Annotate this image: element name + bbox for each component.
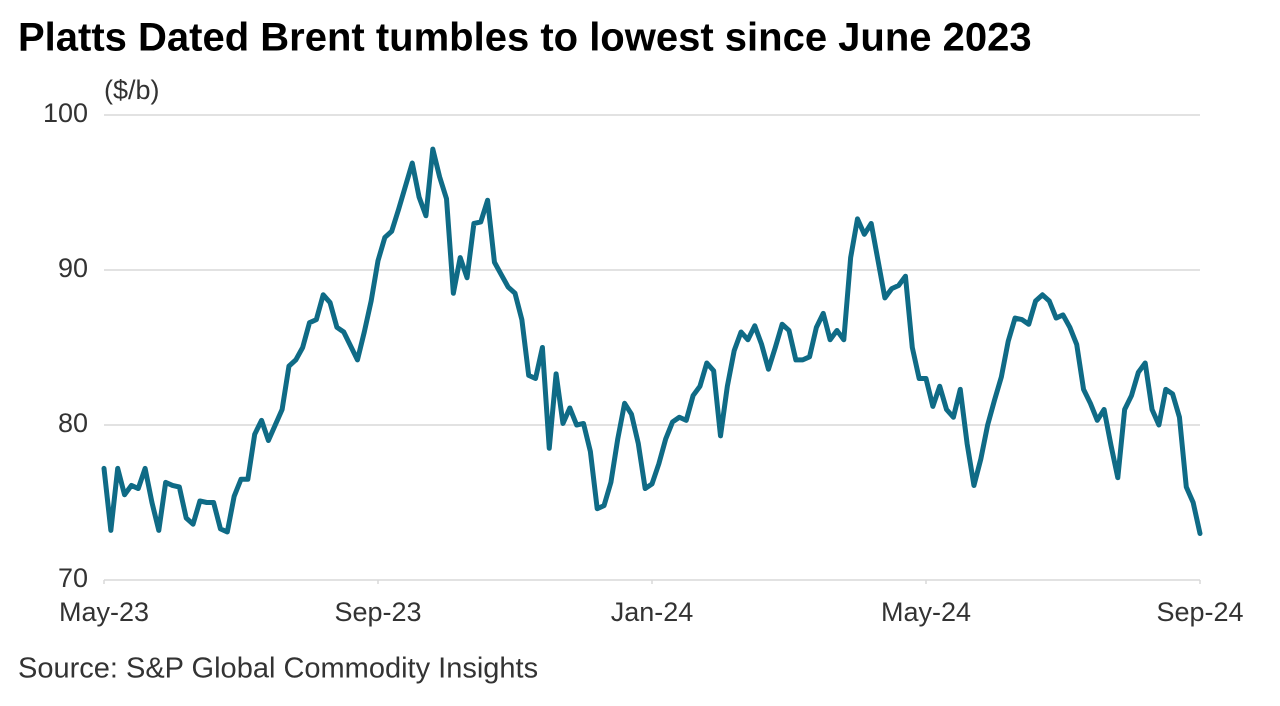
- chart-title: Platts Dated Brent tumbles to lowest sin…: [18, 16, 1032, 60]
- source: Source: S&P Global Commodity Insights: [18, 653, 538, 685]
- line: [101, 146, 1203, 536]
- y-tick-label: 80: [58, 408, 88, 438]
- x-tick-label: Sep-23: [334, 597, 421, 627]
- x-tick-label: May-23: [59, 597, 149, 627]
- x-tick-label: Jan-24: [611, 597, 694, 627]
- y-tick-label: 100: [43, 98, 88, 128]
- x-tick-label: May-24: [881, 597, 971, 627]
- x-tick-label: Sep-24: [1156, 597, 1243, 627]
- y-axis-label: ($/b): [104, 75, 160, 105]
- y-tick-label: 70: [58, 563, 88, 593]
- y-tick-label: 90: [58, 253, 88, 283]
